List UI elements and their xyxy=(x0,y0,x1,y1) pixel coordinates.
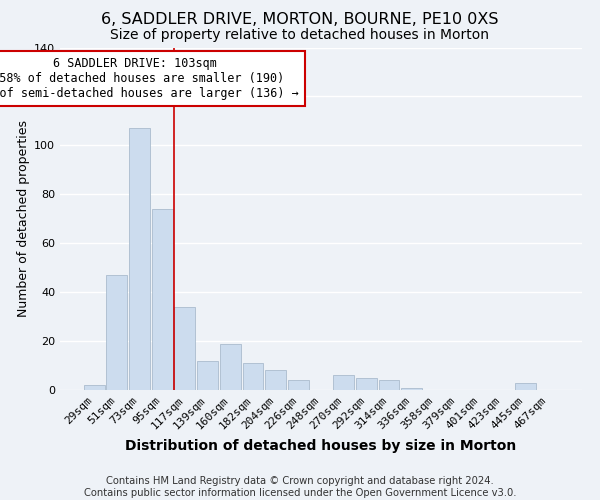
Text: Size of property relative to detached houses in Morton: Size of property relative to detached ho… xyxy=(110,28,490,42)
Bar xyxy=(265,370,286,390)
Bar xyxy=(175,307,196,390)
X-axis label: Distribution of detached houses by size in Morton: Distribution of detached houses by size … xyxy=(125,439,517,453)
Bar xyxy=(401,388,422,390)
Bar xyxy=(152,209,173,390)
Bar xyxy=(242,363,263,390)
Bar xyxy=(333,376,354,390)
Bar xyxy=(197,360,218,390)
Bar xyxy=(84,385,104,390)
Text: 6, SADDLER DRIVE, MORTON, BOURNE, PE10 0XS: 6, SADDLER DRIVE, MORTON, BOURNE, PE10 0… xyxy=(101,12,499,28)
Bar xyxy=(379,380,400,390)
Bar xyxy=(220,344,241,390)
Bar xyxy=(288,380,309,390)
Bar xyxy=(515,382,536,390)
Bar xyxy=(106,275,127,390)
Text: Contains HM Land Registry data © Crown copyright and database right 2024.
Contai: Contains HM Land Registry data © Crown c… xyxy=(84,476,516,498)
Bar xyxy=(356,378,377,390)
Bar xyxy=(129,128,150,390)
Y-axis label: Number of detached properties: Number of detached properties xyxy=(17,120,30,318)
Text: 6 SADDLER DRIVE: 103sqm
← 58% of detached houses are smaller (190)
42% of semi-d: 6 SADDLER DRIVE: 103sqm ← 58% of detache… xyxy=(0,58,299,100)
